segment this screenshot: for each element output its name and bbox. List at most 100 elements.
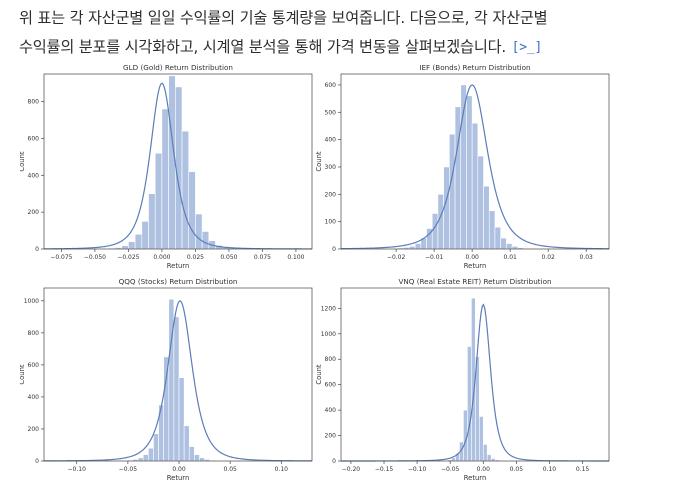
x-tick-label: 0.10 — [275, 466, 289, 473]
x-tick-label: −0.025 — [117, 254, 139, 261]
y-axis-label: Count — [20, 364, 26, 385]
y-tick-label: 1000 — [24, 298, 39, 305]
histogram-bar — [135, 234, 142, 249]
histogram-bar — [432, 213, 438, 249]
y-tick-label: 0 — [332, 458, 336, 465]
code-output-link-icon[interactable]: [>_] — [511, 33, 544, 62]
y-tick-label: 500 — [325, 109, 337, 116]
histogram-bar — [495, 227, 501, 249]
x-tick-label: 0.01 — [503, 254, 517, 261]
x-axis-label: Return — [464, 262, 487, 270]
x-tick-label: −0.050 — [84, 254, 106, 261]
histogram-bar — [202, 232, 209, 250]
histogram-bar — [491, 458, 495, 461]
y-axis-label: Count — [20, 151, 26, 172]
y-tick-label: 300 — [325, 164, 337, 171]
histogram-bar — [164, 357, 169, 461]
histogram-bar — [506, 244, 512, 249]
y-tick-label: 200 — [325, 191, 337, 198]
x-tick-label: 0.03 — [580, 254, 594, 261]
histogram-bar — [174, 317, 179, 461]
distribution-figure-svg: GLD (Gold) Return Distribution −0.075 −0.0… — [20, 62, 620, 492]
histogram-bar — [466, 96, 472, 249]
chart-title: QQQ (Stocks) Return Distribution — [119, 277, 238, 286]
histogram-bar — [149, 194, 156, 249]
y-tick-label: 800 — [28, 330, 40, 337]
assistant-message: 위 표는 각 자산군별 일일 수익률의 기술 통계량을 보여줍니다. 다음으로,… — [19, 4, 659, 62]
y-tick-label: 200 — [325, 433, 337, 440]
message-line-2: 수익률의 분포를 시각화하고, 시계열 분석을 통해 가격 변동을 살펴보겠습니… — [19, 33, 659, 62]
histogram-bar — [138, 458, 143, 461]
chart-panel-2: IEF (Bonds) Return Distribution −0.02 −0.0… — [315, 63, 609, 270]
histogram-bar — [153, 434, 158, 461]
histogram-bar — [452, 458, 456, 461]
chart-title: VNQ (Real Estate REIT) Return Distributi… — [398, 277, 551, 286]
y-tick-label: 0 — [35, 246, 39, 253]
y-tick-label: 100 — [325, 219, 337, 226]
x-tick-label: 0.10 — [543, 466, 557, 473]
chart-panel-4: VNQ (Real Estate REIT) Return Distributi… — [315, 277, 609, 482]
x-tick-label: −0.15 — [375, 466, 394, 473]
x-tick-label: 0.025 — [187, 254, 204, 261]
histogram-bar — [142, 221, 149, 249]
histogram-bar — [455, 107, 461, 249]
x-tick-label: −0.075 — [50, 254, 72, 261]
histogram-bar — [199, 458, 204, 461]
histogram-bar — [472, 123, 478, 249]
y-tick-label: 800 — [28, 99, 40, 106]
chart-title: IEF (Bonds) Return Distribution — [419, 63, 530, 72]
message-line-1: 위 표는 각 자산군별 일일 수익률의 기술 통계량을 보여줍니다. 다음으로,… — [19, 4, 659, 33]
x-tick-label: 0.05 — [223, 466, 237, 473]
chart-panel-1: GLD (Gold) Return Distribution −0.075 −0.0… — [20, 63, 312, 270]
y-tick-label: 1000 — [321, 331, 336, 338]
x-tick-label: −0.02 — [387, 254, 406, 261]
histogram-bar — [484, 186, 490, 249]
x-tick-label: 0.00 — [465, 254, 479, 261]
histogram-bar — [478, 156, 484, 249]
y-tick-label: 1200 — [321, 305, 336, 312]
histogram-bar — [479, 416, 483, 461]
histogram-bar — [483, 444, 487, 461]
histogram-bar — [194, 455, 199, 461]
y-tick-label: 800 — [325, 356, 337, 363]
x-tick-label: −0.01 — [425, 254, 444, 261]
y-tick-label: 400 — [325, 407, 337, 414]
histogram-bar — [189, 172, 196, 249]
histogram-bar — [438, 194, 444, 249]
x-tick-label: −0.10 — [68, 466, 87, 473]
histogram-bar — [409, 246, 415, 249]
histogram-bar — [467, 347, 471, 461]
y-tick-label: 200 — [28, 209, 40, 216]
x-tick-label: −0.20 — [342, 466, 361, 473]
x-axis-label: Return — [167, 262, 190, 270]
histogram-bar — [182, 131, 189, 249]
histogram-bar — [169, 299, 174, 461]
y-axis-label: Count — [315, 151, 323, 172]
y-tick-label: 0 — [35, 458, 39, 465]
histogram-bar — [189, 447, 194, 461]
y-tick-label: 400 — [28, 394, 40, 401]
x-tick-label: −0.05 — [441, 466, 460, 473]
y-tick-label: 200 — [28, 426, 40, 433]
y-tick-label: 600 — [325, 82, 337, 89]
y-tick-label: 600 — [325, 382, 337, 389]
histogram-bar — [143, 455, 148, 461]
chart-title: GLD (Gold) Return Distribution — [123, 63, 233, 72]
x-tick-label: 0.15 — [576, 466, 590, 473]
x-axis-label: Return — [167, 474, 190, 482]
histogram-bar — [487, 455, 491, 461]
histogram-bar — [122, 246, 129, 249]
histogram-bar — [155, 153, 162, 249]
x-tick-label: 0.075 — [254, 254, 271, 261]
histogram-bar — [449, 134, 455, 249]
x-tick-label: −0.05 — [119, 466, 138, 473]
message-line-2-text: 수익률의 분포를 시각화하고, 시계열 분석을 통해 가격 변동을 살펴보겠습니… — [19, 38, 506, 56]
chart-panel-3: QQQ (Stocks) Return Distribution −0.10 −0.… — [20, 277, 312, 482]
histogram-bar — [501, 238, 507, 249]
y-axis-label: Count — [315, 364, 323, 385]
y-tick-label: 600 — [28, 135, 40, 142]
x-tick-label: 0.05 — [510, 466, 524, 473]
histogram-bar — [184, 426, 189, 461]
histogram-bar — [162, 109, 169, 249]
histogram-bar — [512, 246, 518, 249]
